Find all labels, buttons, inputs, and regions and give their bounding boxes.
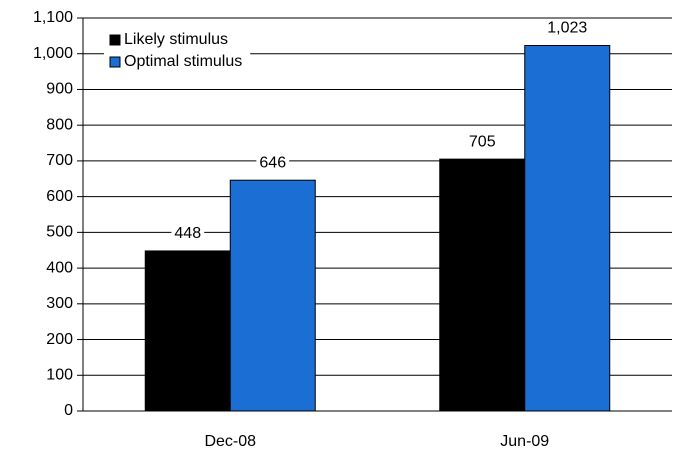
x-tick-label: Dec-08 [204, 433, 256, 450]
bar [144, 250, 231, 412]
legend-bg [104, 28, 251, 74]
y-tick-label: 300 [46, 295, 73, 312]
value-label: 1,023 [547, 20, 587, 37]
y-tick-label: 900 [46, 81, 73, 98]
bar [524, 45, 611, 412]
value-label-bg [256, 154, 290, 172]
value-label-bg [171, 225, 205, 243]
legend-label: Optimal stimulus [124, 53, 242, 70]
y-tick-label: 600 [46, 188, 73, 205]
value-label: 705 [469, 133, 496, 150]
value-label-bg [544, 19, 591, 37]
legend: Likely stimulus Optimal stimulus [104, 28, 251, 74]
y-tick-label: 200 [46, 331, 73, 348]
legend-swatch [109, 34, 121, 46]
bar [439, 158, 526, 412]
y-tick-label: 800 [46, 116, 73, 133]
y-tick-label: 100 [46, 366, 73, 383]
y-tick-label: 500 [46, 224, 73, 241]
y-tick-label: 700 [46, 152, 73, 169]
legend-label: Likely stimulus [124, 31, 228, 48]
y-tick-label: 1,000 [33, 45, 73, 62]
legend-swatch [109, 56, 121, 68]
value-label-bg [465, 133, 499, 151]
y-tick-label: 0 [64, 402, 73, 419]
value-label: 646 [259, 154, 286, 171]
y-tick-label: 400 [46, 259, 73, 276]
y-tick-label: 1,100 [33, 9, 73, 26]
value-label: 448 [174, 225, 201, 242]
bar [229, 179, 316, 412]
x-tick-label: Jun-09 [500, 433, 549, 450]
